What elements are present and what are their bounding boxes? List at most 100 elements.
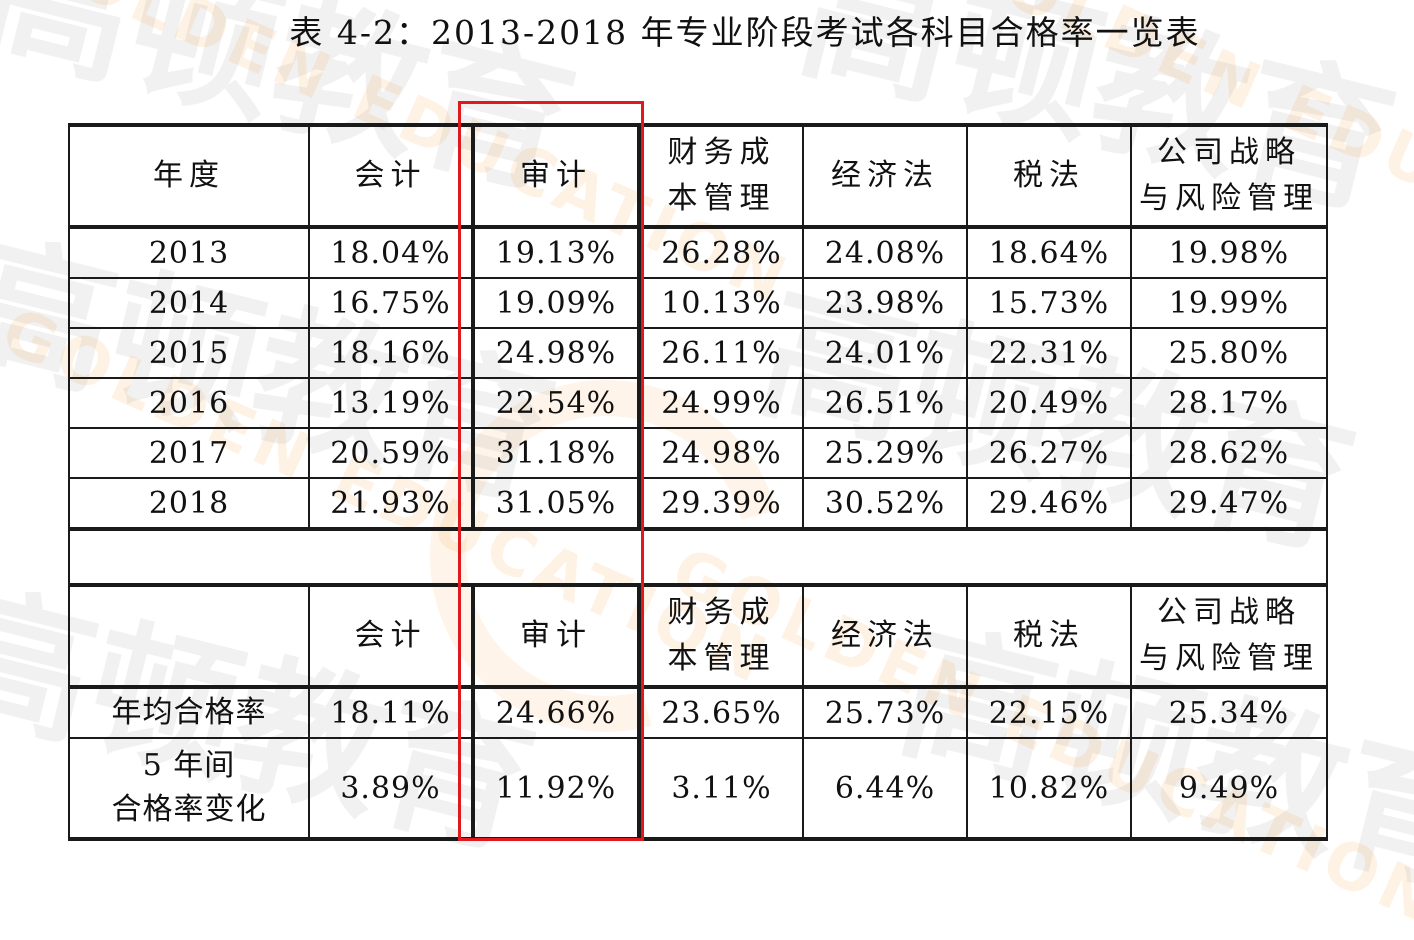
value-cell: 26.27% (966, 427, 1132, 479)
year-cell: 2015 (68, 327, 310, 379)
change-row: 5 年间 合格率变化 3.89% 11.92% 3.11% 6.44% 10.8… (68, 737, 1328, 841)
value-cell: 19.99% (1130, 277, 1328, 329)
header-audit: 审计 (471, 123, 640, 229)
header-year: 年度 (68, 123, 310, 229)
value-cell: 22.15% (966, 686, 1132, 739)
value-cell: 29.47% (1130, 477, 1328, 531)
table-row: 2017 20.59% 31.18% 24.98% 25.29% 26.27% … (68, 427, 1328, 479)
table-header-row: 年度 会计 审计 财务成 本管理 经济法 税法 公司战略 与风险管理 (68, 123, 1328, 229)
header-line: 经济法 (831, 618, 939, 653)
header-line: 财务成 (667, 595, 776, 630)
value-cell: 25.73% (802, 686, 968, 739)
value-cell: 19.13% (471, 226, 640, 279)
value-cell: 23.65% (637, 686, 804, 739)
value-cell: 3.11% (637, 737, 804, 841)
header-strategy-risk: 公司战略 与风险管理 (1130, 123, 1328, 229)
spacer-row (68, 528, 1328, 586)
value-cell: 24.66% (471, 686, 640, 739)
header-line: 公司战略 (1157, 595, 1301, 630)
value-cell: 24.99% (637, 377, 804, 429)
value-cell: 19.98% (1130, 226, 1328, 279)
header-empty (68, 583, 310, 689)
value-cell: 18.16% (308, 327, 474, 379)
value-cell: 25.34% (1130, 686, 1328, 739)
value-cell: 18.64% (966, 226, 1132, 279)
average-label: 年均合格率 (68, 686, 310, 739)
header-line: 与风险管理 (1139, 641, 1319, 676)
header-economic-law: 经济法 (802, 583, 968, 689)
value-cell: 24.98% (637, 427, 804, 479)
header-accounting: 会计 (308, 583, 474, 689)
table-title: 表 4-2：2013-2018 年专业阶段考试各科目合格率一览表 (289, 13, 1201, 52)
header-audit: 审计 (471, 583, 640, 689)
header-financial-cost-management: 财务成 本管理 (637, 123, 804, 229)
header-line: 审计 (520, 158, 592, 193)
value-cell: 9.49% (1130, 737, 1328, 841)
value-cell: 24.08% (802, 226, 968, 279)
value-cell: 18.11% (308, 686, 474, 739)
change-label-line: 合格率变化 (111, 792, 267, 827)
value-cell: 18.04% (308, 226, 474, 279)
header-line: 与风险管理 (1139, 181, 1319, 216)
table-row: 2013 18.04% 19.13% 26.28% 24.08% 18.64% … (68, 226, 1328, 279)
table-row: 2015 18.16% 24.98% 26.11% 24.01% 22.31% … (68, 327, 1328, 379)
header-accounting: 会计 (308, 123, 474, 229)
value-cell: 3.89% (308, 737, 474, 841)
year-cell: 2013 (68, 226, 310, 279)
summary-header-row: 会计 审计 财务成 本管理 经济法 税法 公司战略 与风险管理 (68, 583, 1328, 689)
header-strategy-risk: 公司战略 与风险管理 (1130, 583, 1328, 689)
value-cell: 28.17% (1130, 377, 1328, 429)
value-cell: 16.75% (308, 277, 474, 329)
header-line: 会计 (354, 158, 427, 193)
header-line: 本管理 (667, 181, 776, 216)
change-label-line: 5 年间 (142, 748, 236, 783)
header-financial-cost-management: 财务成 本管理 (637, 583, 804, 689)
value-cell: 31.18% (471, 427, 640, 479)
change-label: 5 年间 合格率变化 (68, 737, 310, 841)
table-row: 2018 21.93% 31.05% 29.39% 30.52% 29.46% … (68, 477, 1328, 531)
value-cell: 13.19% (308, 377, 474, 429)
spacer-cell (68, 528, 1328, 586)
average-row: 年均合格率 18.11% 24.66% 23.65% 25.73% 22.15%… (68, 686, 1328, 739)
value-cell: 24.98% (471, 327, 640, 379)
header-economic-law: 经济法 (802, 123, 968, 229)
value-cell: 11.92% (471, 737, 640, 841)
value-cell: 29.39% (637, 477, 804, 531)
header-tax-law: 税法 (966, 123, 1132, 229)
table-row: 2014 16.75% 19.09% 10.13% 23.98% 15.73% … (68, 277, 1328, 329)
header-line: 本管理 (667, 641, 776, 676)
value-cell: 23.98% (802, 277, 968, 329)
header-line: 会计 (354, 618, 427, 653)
value-cell: 30.52% (802, 477, 968, 531)
header-line: 经济法 (831, 158, 939, 193)
value-cell: 15.73% (966, 277, 1132, 329)
value-cell: 21.93% (308, 477, 474, 531)
table-row: 2016 13.19% 22.54% 24.99% 26.51% 20.49% … (68, 377, 1328, 429)
value-cell: 26.11% (637, 327, 804, 379)
value-cell: 20.49% (966, 377, 1132, 429)
value-cell: 10.13% (637, 277, 804, 329)
value-cell: 25.80% (1130, 327, 1328, 379)
value-cell: 10.82% (966, 737, 1132, 841)
header-line: 税法 (1013, 158, 1085, 193)
value-cell: 26.51% (802, 377, 968, 429)
value-cell: 28.62% (1130, 427, 1328, 479)
value-cell: 20.59% (308, 427, 474, 479)
value-cell: 22.54% (471, 377, 640, 429)
value-cell: 25.29% (802, 427, 968, 479)
year-cell: 2018 (68, 477, 310, 531)
pass-rate-table: 年度 会计 审计 财务成 本管理 经济法 税法 公司战略 与风险管理 2013 … (68, 123, 1328, 841)
header-line: 财务成 (667, 135, 776, 170)
year-cell: 2016 (68, 377, 310, 429)
header-line: 公司战略 (1157, 135, 1301, 170)
year-cell: 2017 (68, 427, 310, 479)
header-line: 税法 (1013, 618, 1085, 653)
value-cell: 24.01% (802, 327, 968, 379)
value-cell: 31.05% (471, 477, 640, 531)
value-cell: 22.31% (966, 327, 1132, 379)
value-cell: 29.46% (966, 477, 1132, 531)
year-cell: 2014 (68, 277, 310, 329)
value-cell: 6.44% (802, 737, 968, 841)
header-tax-law: 税法 (966, 583, 1132, 689)
header-line: 审计 (520, 618, 592, 653)
